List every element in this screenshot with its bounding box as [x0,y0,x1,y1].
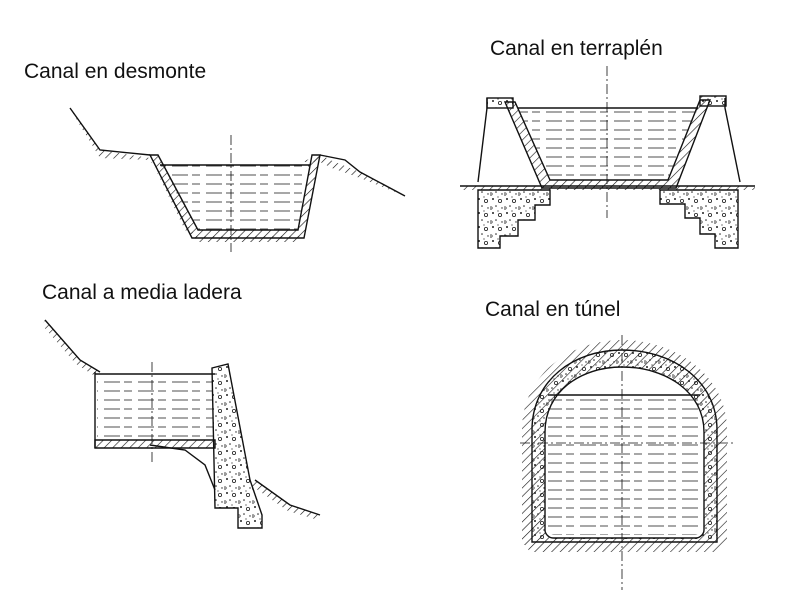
label-canal-tunel: Canal en túnel [485,298,621,321]
diagram-canal-media-ladera [42,319,321,529]
label-canal-desmonte: Canal en desmonte [24,60,207,83]
diagram-canal-terraplen [460,66,755,249]
diagram-canal-desmonte [69,107,406,252]
label-canal-media-ladera: Canal a media ladera [42,281,242,304]
diagram-canal-tunel [520,335,735,590]
label-canal-terraplen: Canal en terraplén [490,37,663,60]
